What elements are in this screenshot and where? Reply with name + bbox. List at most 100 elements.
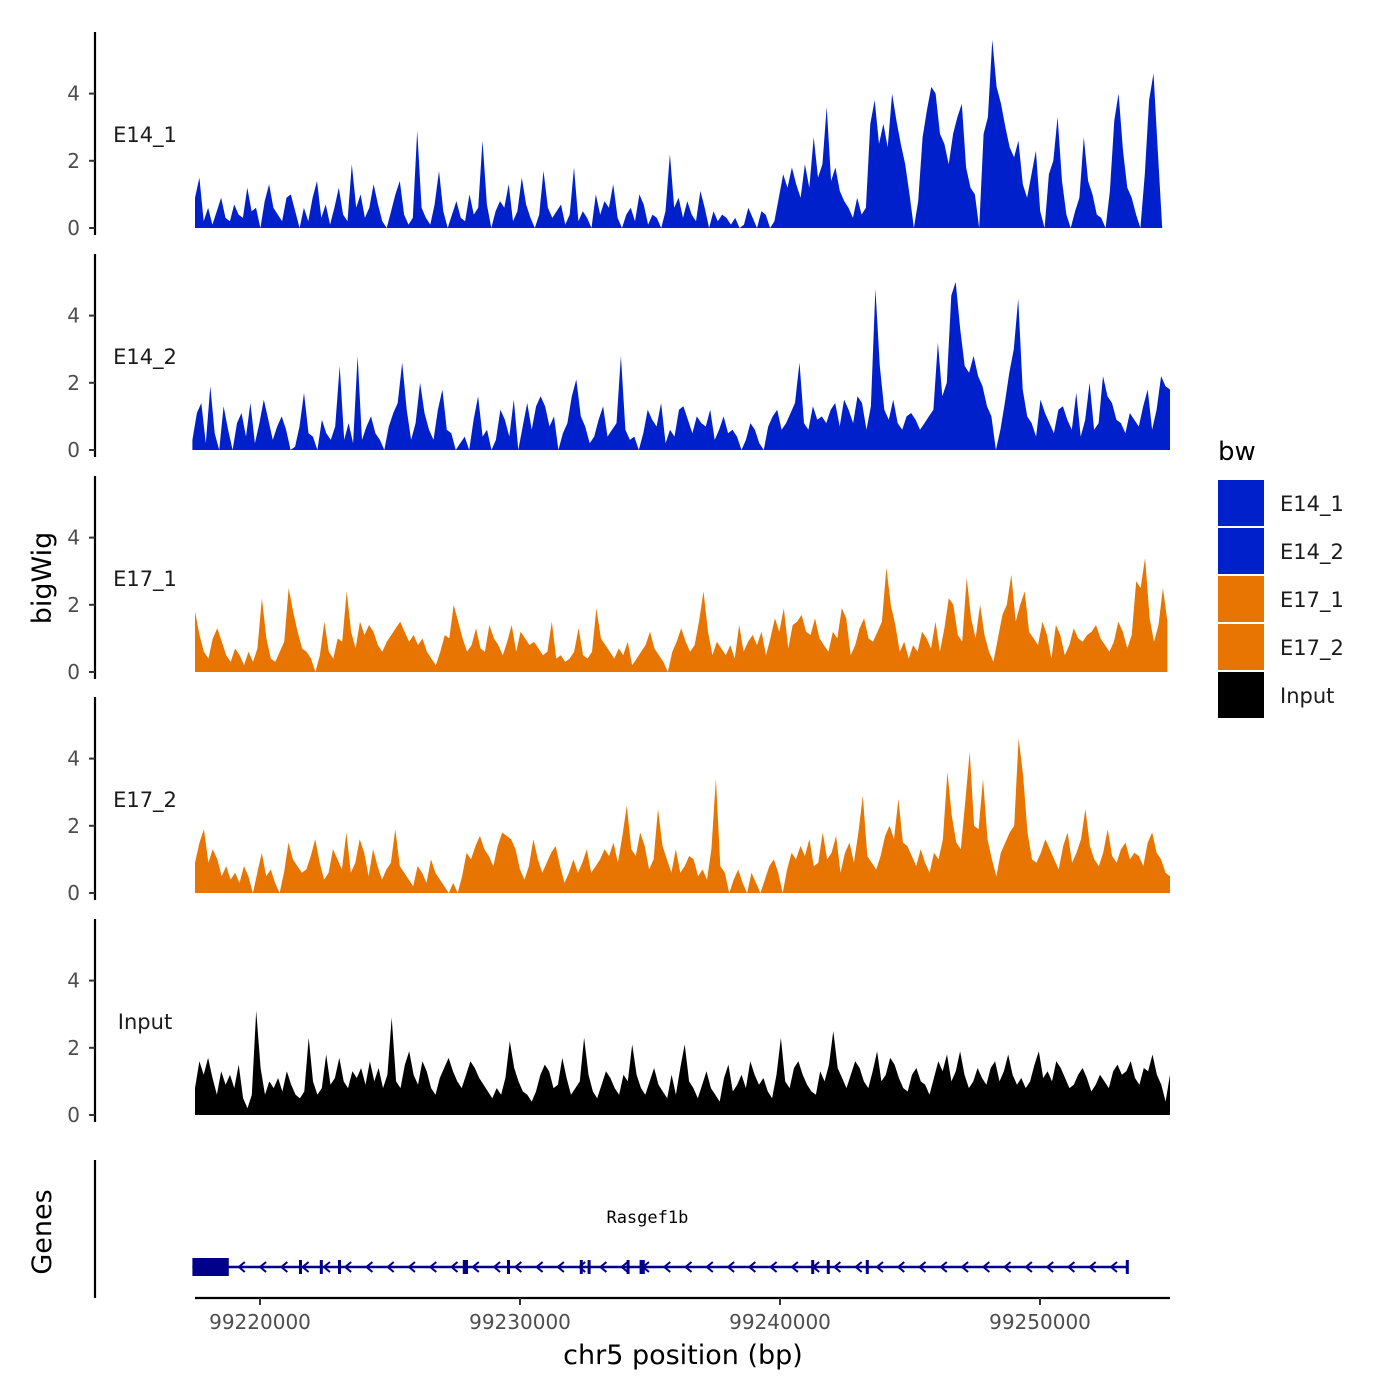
- strand-arrow: [258, 1261, 267, 1273]
- y-tick-label: 2: [67, 814, 80, 838]
- legend: E14_1 E14_2 E17_1 E17_2 Input: [1218, 480, 1344, 718]
- legend-swatch: [1218, 672, 1264, 718]
- coverage-area-e14-2: [192, 282, 1170, 450]
- coverage-area-input: [195, 1010, 1170, 1115]
- legend-swatch: [1218, 528, 1264, 574]
- strand-arrow: [577, 1261, 586, 1273]
- y-tick-label: 4: [67, 526, 80, 550]
- strand-arrow: [492, 1261, 501, 1273]
- gene-exon: [626, 1260, 630, 1274]
- track-e14-1: 0 2 4 E14_1: [67, 32, 1163, 240]
- strand-arrow: [939, 1261, 948, 1273]
- legend-label: Input: [1280, 684, 1334, 708]
- track-e14-2: 0 2 4 E14_2: [67, 254, 1170, 462]
- gene-exon: [462, 1260, 468, 1274]
- gene-exon: [319, 1260, 323, 1274]
- strand-arrow: [620, 1261, 629, 1273]
- strand-arrow: [279, 1261, 288, 1273]
- strand-arrow: [1003, 1261, 1012, 1273]
- strand-arrow: [364, 1261, 374, 1273]
- track-label: E17_1: [113, 567, 177, 592]
- y-tick-label: 0: [67, 660, 80, 684]
- strand-arrow: [1109, 1261, 1118, 1273]
- gene-exon: [587, 1260, 591, 1274]
- strand-arrow: [449, 1261, 459, 1273]
- gene-exon: [865, 1260, 869, 1274]
- strand-arrow: [428, 1261, 437, 1273]
- x-axis-title: chr5 position (bp): [563, 1340, 803, 1371]
- strand-arrow: [960, 1261, 969, 1273]
- track-label: E14_2: [113, 345, 177, 370]
- legend-label: E14_2: [1280, 540, 1344, 565]
- strand-arrow: [981, 1261, 990, 1273]
- legend-label: E17_1: [1280, 588, 1344, 613]
- gene-track-title: Genes: [27, 1189, 58, 1274]
- strand-arrow: [683, 1261, 693, 1273]
- strand-arrow: [896, 1261, 905, 1273]
- gene-exon: [1125, 1260, 1129, 1274]
- legend-label: E14_1: [1280, 492, 1344, 517]
- legend-swatch: [1218, 624, 1264, 670]
- strand-arrow: [237, 1261, 246, 1273]
- y-tick-label: 2: [67, 371, 80, 395]
- strand-arrow: [790, 1261, 799, 1273]
- strand-arrow: [769, 1261, 778, 1273]
- gene-name-label: Rasgef1b: [606, 1208, 688, 1228]
- strand-arrow: [322, 1261, 331, 1273]
- gene-track: Rasgef1b: [93, 1160, 1129, 1298]
- gene-exon: [811, 1260, 815, 1274]
- coverage-area-e14-1: [195, 39, 1163, 228]
- legend-title: bw: [1218, 437, 1256, 467]
- x-tick-label: 99250000: [989, 1310, 1091, 1334]
- legend-label: E17_2: [1280, 636, 1344, 661]
- coverage-area-e17-1: [195, 557, 1168, 672]
- strand-arrow: [535, 1261, 544, 1273]
- x-tick-label: 99240000: [729, 1310, 831, 1334]
- strand-arrow: [471, 1261, 480, 1273]
- gene-exon: [826, 1260, 830, 1274]
- strand-arrow: [1088, 1261, 1097, 1273]
- y-tick-label: 2: [67, 149, 80, 173]
- y-tick-label: 2: [67, 593, 80, 617]
- y-axis-title: bigWig: [27, 532, 58, 625]
- track-e17-1: 0 2 4 E17_1: [67, 476, 1168, 684]
- strand-arrow: [854, 1261, 863, 1273]
- track-label: E17_2: [113, 788, 177, 813]
- strand-arrow: [598, 1261, 608, 1273]
- strand-arrow: [513, 1261, 522, 1273]
- gene-exon: [507, 1260, 510, 1274]
- strand-arrow: [407, 1261, 416, 1273]
- strand-arrow: [917, 1261, 927, 1273]
- coverage-area-e17-2: [195, 738, 1170, 893]
- strand-arrow: [1045, 1261, 1054, 1273]
- strand-arrow: [747, 1261, 756, 1273]
- gene-exon: [639, 1260, 645, 1274]
- y-tick-label: 0: [67, 881, 80, 905]
- y-tick-label: 0: [67, 438, 80, 462]
- strand-arrow: [832, 1261, 842, 1273]
- track-label: E14_1: [113, 123, 177, 148]
- gene-exon: [299, 1260, 302, 1274]
- y-tick-label: 4: [67, 82, 80, 106]
- strand-arrow: [556, 1261, 565, 1273]
- y-tick-label: 2: [67, 1036, 80, 1060]
- strand-arrow: [386, 1261, 395, 1273]
- y-tick-label: 0: [67, 1103, 80, 1127]
- gene-exon: [338, 1260, 341, 1274]
- y-tick-label: 0: [67, 216, 80, 240]
- legend-swatch: [1218, 576, 1264, 622]
- y-tick-label: 4: [67, 969, 80, 993]
- x-axis: 99220000 99230000 99240000 99250000: [195, 1296, 1170, 1334]
- track-label: Input: [118, 1010, 172, 1034]
- track-e17-2: 0 2 4 E17_2: [67, 697, 1170, 905]
- strand-arrow: [705, 1261, 714, 1273]
- coverage-tracks: 0 2 4 E14_1 0 2 4 E14_2 0 2 4 E17_1 0 2 4 E17_2 0 2 4 Input: [67, 32, 1170, 1127]
- gene-exon: [192, 1258, 229, 1276]
- strand-arrow: [1066, 1261, 1076, 1273]
- strand-arrow: [662, 1261, 671, 1273]
- strand-arrow: [301, 1261, 310, 1273]
- track-input: 0 2 4 Input: [67, 919, 1170, 1127]
- gene-exon: [579, 1260, 583, 1274]
- legend-swatch: [1218, 480, 1264, 526]
